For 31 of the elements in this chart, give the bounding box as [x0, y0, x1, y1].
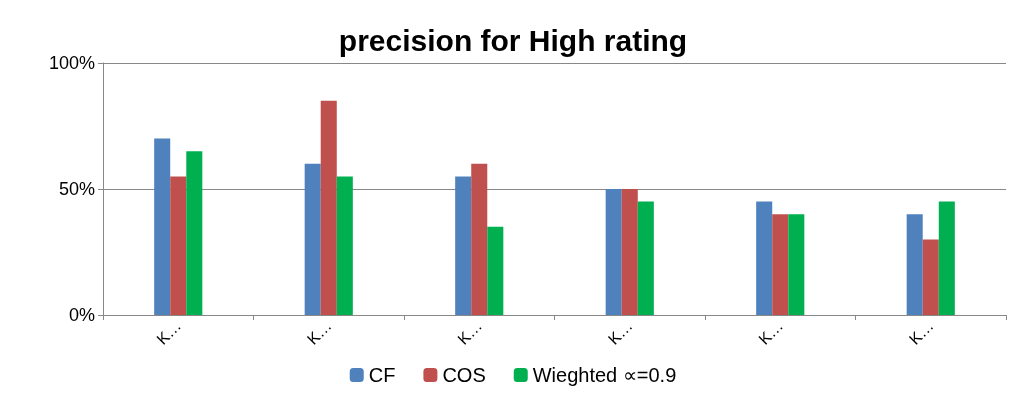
bar: [906, 214, 923, 315]
bar: [304, 163, 321, 315]
x-tick-label: K…: [153, 316, 185, 348]
bar: [788, 214, 805, 315]
bar: [605, 189, 622, 315]
bar: [336, 176, 353, 315]
legend-label: Wieghted ∝=0.9: [532, 364, 677, 386]
x-tick-label: K…: [303, 316, 335, 348]
bar: [938, 201, 955, 315]
bar: [471, 163, 488, 315]
x-tick-label: K…: [604, 316, 636, 348]
y-tick-label: 100%: [48, 53, 95, 73]
x-tick-label: K…: [905, 316, 937, 348]
y-tick-label: 50%: [58, 179, 95, 199]
legend-label: COS: [442, 364, 486, 386]
chart-title: precision for High rating: [338, 23, 688, 57]
bar: [922, 239, 939, 315]
bar: [154, 138, 171, 315]
bar: [455, 176, 472, 315]
x-tick-label: K…: [454, 316, 486, 348]
x-tick-label: K…: [755, 316, 787, 348]
bar: [186, 151, 203, 315]
legend-label: CF: [368, 364, 396, 386]
y-tick-label: 0%: [68, 305, 95, 325]
bar: [772, 214, 789, 315]
bar: [621, 189, 638, 315]
bar: [637, 201, 654, 315]
bar: [320, 100, 337, 315]
bar: [487, 226, 504, 315]
bar: [756, 201, 773, 315]
bar: [170, 176, 187, 315]
